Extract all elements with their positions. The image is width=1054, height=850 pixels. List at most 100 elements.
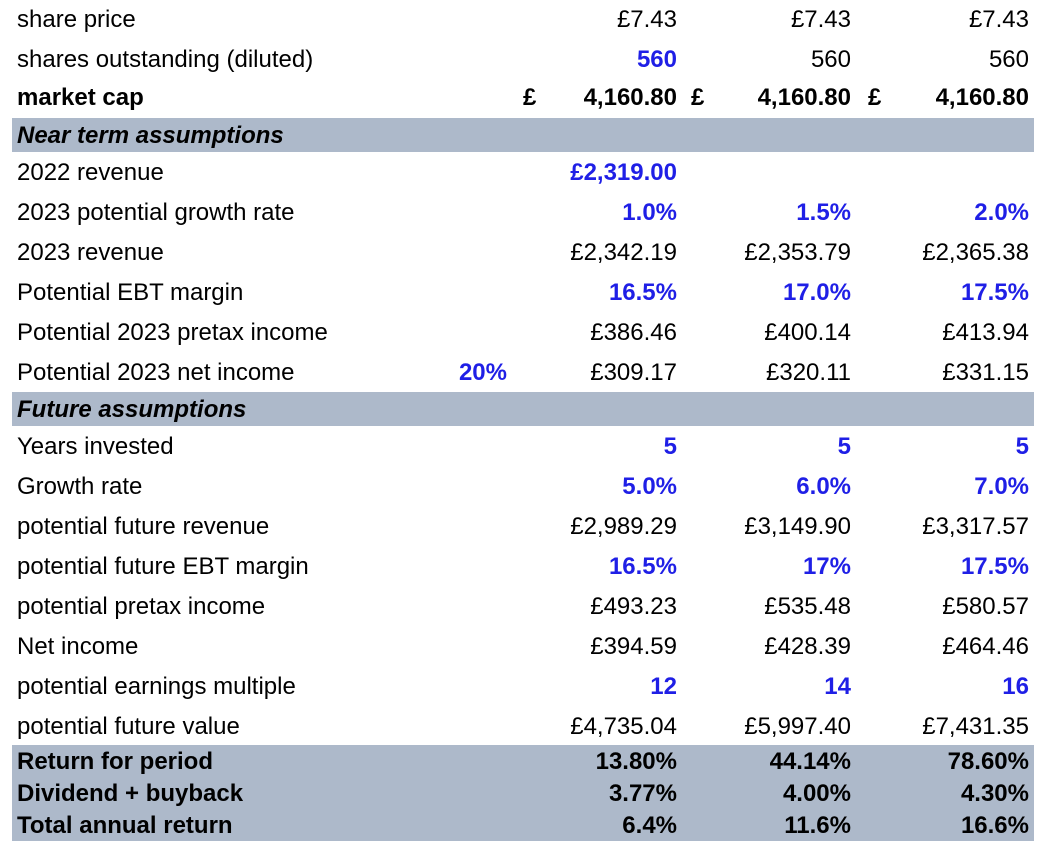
future-pretax-scenario-1[interactable]: £493.23: [590, 593, 677, 620]
label-2023-pretax-income: Potential 2023 pretax income: [17, 319, 328, 346]
future-value-scenario-3[interactable]: £7,431.35: [922, 713, 1029, 740]
ebt-margin-scenario-1[interactable]: 16.5%: [608, 279, 677, 306]
label-2023-net-income: Potential 2023 net income: [17, 359, 295, 386]
net-2023-scenario-3[interactable]: £331.15: [942, 359, 1029, 386]
ebt-margin-scenario-3[interactable]: 17.5%: [960, 279, 1029, 306]
row-future-value: potential future value £4,735.04 £5,997.…: [12, 706, 1034, 745]
return-period-scenario-2[interactable]: 44.14%: [769, 748, 851, 775]
growth-2023-scenario-2[interactable]: 1.5%: [796, 199, 851, 226]
row-future-net-income: Net income £394.59 £428.39 £464.46: [12, 626, 1034, 666]
row-2023-pretax-income: Potential 2023 pretax income £386.46 £40…: [12, 312, 1034, 352]
market-cap-currency-1: £: [523, 84, 537, 111]
future-revenue-scenario-3[interactable]: £3,317.57: [922, 513, 1029, 540]
row-earnings-multiple: potential earnings multiple 12 14 16: [12, 666, 1034, 706]
years-scenario-3[interactable]: 5: [1015, 433, 1029, 460]
section-near-term: Near term assumptions: [12, 118, 1034, 152]
share-price-scenario-2[interactable]: £7.43: [790, 6, 851, 33]
future-net-scenario-1[interactable]: £394.59: [590, 633, 677, 660]
spreadsheet: share price £7.43 £7.43 £7.43 shares out…: [12, 0, 1034, 841]
future-value-scenario-2[interactable]: £5,997.40: [744, 713, 851, 740]
tax-rate-value[interactable]: 20%: [458, 359, 507, 386]
dividend-scenario-3[interactable]: 4.30%: [960, 780, 1029, 807]
row-share-price: share price £7.43 £7.43 £7.43: [12, 0, 1034, 40]
summary-block: Return for period 13.80% 44.14% 78.60% D…: [12, 745, 1034, 841]
row-total-annual-return: Total annual return 6.4% 11.6% 16.6%: [12, 809, 1034, 841]
pretax-2023-scenario-1[interactable]: £386.46: [590, 319, 677, 346]
future-pretax-scenario-2[interactable]: £535.48: [764, 593, 851, 620]
pretax-2023-scenario-3[interactable]: £413.94: [942, 319, 1029, 346]
future-pretax-scenario-3[interactable]: £580.57: [942, 593, 1029, 620]
row-2023-net-income: Potential 2023 net income 20% £309.17 £3…: [12, 352, 1034, 392]
return-period-scenario-1[interactable]: 13.80%: [595, 748, 677, 775]
label-2023-revenue: 2023 revenue: [17, 239, 164, 266]
label-future-pretax-income: potential pretax income: [17, 593, 266, 620]
growth-scenario-1[interactable]: 5.0%: [622, 473, 677, 500]
multiple-scenario-1[interactable]: 12: [650, 673, 677, 700]
market-cap-scenario-1[interactable]: 4,160.80: [583, 84, 677, 111]
net-2023-scenario-2[interactable]: £320.11: [766, 359, 851, 386]
row-shares-outstanding: shares outstanding (diluted) 560 560 560: [12, 40, 1034, 79]
multiple-scenario-3[interactable]: 16: [1002, 673, 1029, 700]
label-shares-outstanding: shares outstanding (diluted): [17, 46, 314, 73]
label-growth-rate: Growth rate: [17, 473, 143, 500]
section-title-future: Future assumptions: [17, 396, 247, 423]
net-2023-scenario-1[interactable]: £309.17: [590, 359, 677, 386]
row-future-pretax-income: potential pretax income £493.23 £535.48 …: [12, 586, 1034, 626]
future-net-scenario-2[interactable]: £428.39: [764, 633, 851, 660]
label-return-for-period: Return for period: [17, 748, 213, 775]
growth-2023-scenario-3[interactable]: 2.0%: [974, 199, 1029, 226]
total-return-scenario-2[interactable]: 11.6%: [784, 812, 851, 839]
label-years-invested: Years invested: [17, 433, 174, 460]
years-scenario-1[interactable]: 5: [663, 433, 677, 460]
label-future-revenue: potential future revenue: [17, 513, 270, 540]
label-dividend-buyback: Dividend + buyback: [17, 780, 244, 807]
dividend-scenario-1[interactable]: 3.77%: [608, 780, 677, 807]
total-return-scenario-3[interactable]: 16.6%: [960, 812, 1029, 839]
market-cap-currency-3: £: [868, 84, 882, 111]
growth-2023-scenario-1[interactable]: 1.0%: [622, 199, 677, 226]
label-ebt-margin: Potential EBT margin: [17, 279, 244, 306]
row-2022-revenue: 2022 revenue £2,319.00: [12, 152, 1034, 192]
dividend-scenario-2[interactable]: 4.00%: [782, 780, 851, 807]
share-price-scenario-3[interactable]: £7.43: [968, 6, 1029, 33]
revenue-2022-value[interactable]: £2,319.00: [570, 159, 677, 186]
row-years-invested: Years invested 5 5 5: [12, 426, 1034, 466]
row-future-revenue: potential future revenue £2,989.29 £3,14…: [12, 506, 1034, 546]
revenue-2023-scenario-3[interactable]: £2,365.38: [922, 239, 1029, 266]
row-return-for-period: Return for period 13.80% 44.14% 78.60%: [12, 745, 1034, 777]
growth-scenario-2[interactable]: 6.0%: [796, 473, 851, 500]
revenue-2023-scenario-1[interactable]: £2,342.19: [570, 239, 677, 266]
market-cap-currency-2: £: [691, 84, 705, 111]
row-2023-revenue: 2023 revenue £2,342.19 £2,353.79 £2,365.…: [12, 232, 1034, 272]
revenue-2023-scenario-2[interactable]: £2,353.79: [744, 239, 851, 266]
row-future-ebt-margin: potential future EBT margin 16.5% 17% 17…: [12, 546, 1034, 586]
row-2023-growth-rate: 2023 potential growth rate 1.0% 1.5% 2.0…: [12, 192, 1034, 232]
market-cap-scenario-2[interactable]: 4,160.80: [757, 84, 851, 111]
shares-outstanding-scenario-3[interactable]: 560: [988, 46, 1029, 73]
shares-outstanding-scenario-1[interactable]: 560: [636, 46, 677, 73]
pretax-2023-scenario-2[interactable]: £400.14: [764, 319, 851, 346]
label-future-net-income: Net income: [17, 633, 139, 660]
row-ebt-margin: Potential EBT margin 16.5% 17.0% 17.5%: [12, 272, 1034, 312]
label-market-cap: market cap: [17, 84, 144, 111]
future-ebt-scenario-2[interactable]: 17%: [802, 553, 851, 580]
row-growth-rate: Growth rate 5.0% 6.0% 7.0%: [12, 466, 1034, 506]
return-period-scenario-3[interactable]: 78.60%: [947, 748, 1029, 775]
share-price-scenario-1[interactable]: £7.43: [616, 6, 677, 33]
years-scenario-2[interactable]: 5: [837, 433, 851, 460]
shares-outstanding-scenario-2[interactable]: 560: [810, 46, 851, 73]
future-ebt-scenario-3[interactable]: 17.5%: [960, 553, 1029, 580]
growth-scenario-3[interactable]: 7.0%: [974, 473, 1029, 500]
row-market-cap: market cap £ 4,160.80 £ 4,160.80 £ 4,160…: [12, 79, 1034, 118]
future-net-scenario-3[interactable]: £464.46: [942, 633, 1029, 660]
multiple-scenario-2[interactable]: 14: [824, 673, 851, 700]
future-value-scenario-1[interactable]: £4,735.04: [570, 713, 677, 740]
future-revenue-scenario-2[interactable]: £3,149.90: [744, 513, 851, 540]
total-return-scenario-1[interactable]: 6.4%: [622, 812, 677, 839]
market-cap-scenario-3[interactable]: 4,160.80: [935, 84, 1029, 111]
future-revenue-scenario-1[interactable]: £2,989.29: [570, 513, 677, 540]
label-2022-revenue: 2022 revenue: [17, 159, 164, 186]
future-ebt-scenario-1[interactable]: 16.5%: [608, 553, 677, 580]
ebt-margin-scenario-2[interactable]: 17.0%: [782, 279, 851, 306]
section-future: Future assumptions: [12, 392, 1034, 426]
